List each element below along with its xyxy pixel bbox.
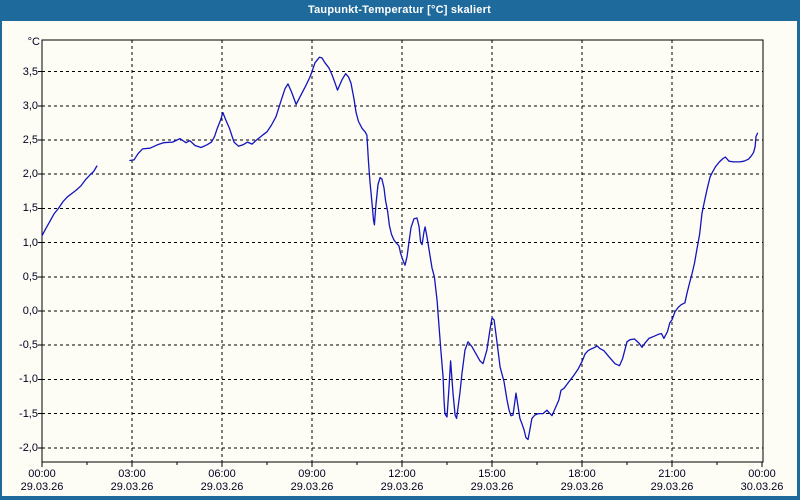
- series-line: [41, 165, 98, 237]
- x-tick-date-label: 29.03.26: [650, 481, 694, 493]
- x-tick-time-label: 21:00: [658, 468, 686, 480]
- y-tick-label: 2,0: [22, 168, 38, 181]
- x-tick-label: 09:00 29.03.26: [291, 468, 334, 494]
- x-tick-label: 00:00 29.03.26: [21, 468, 64, 494]
- x-tick-time-label: 18:00: [568, 468, 596, 480]
- x-tick-time-label: 09:00: [298, 468, 326, 480]
- x-tick-time-label: 03:00: [118, 468, 146, 480]
- x-tick-date-label: 29.03.26: [380, 481, 424, 493]
- y-tick-label: 0,0: [22, 305, 38, 317]
- x-tick-time-label: 00:00: [748, 468, 776, 480]
- y-tick-label: 3,5: [22, 65, 38, 78]
- x-tick-time-label: 06:00: [208, 468, 236, 480]
- series-line: [129, 56, 759, 441]
- y-axis-unit-label: °C: [27, 36, 40, 48]
- y-tick-label: -2,0: [19, 441, 38, 454]
- x-tick-date-label: 29.03.26: [560, 481, 604, 493]
- x-tick-date-label: 29.03.26: [470, 481, 514, 493]
- y-tick-label: 1,5: [22, 202, 38, 215]
- x-tick-label: 18:00 29.03.26: [561, 468, 604, 494]
- y-tick-label: -1,5: [19, 407, 38, 420]
- x-tick-label: 06:00 29.03.26: [201, 468, 244, 494]
- x-tick-label: 15:00 29.03.26: [471, 468, 514, 494]
- y-tick-label: 0,5: [22, 270, 38, 283]
- x-tick-date-label: 29.03.26: [110, 481, 154, 493]
- chart-title: Taupunkt-Temperatur [°C] skaliert: [2, 0, 797, 21]
- x-tick-label: 12:00 29.03.26: [381, 468, 424, 494]
- x-tick-time-label: 00:00: [28, 468, 56, 480]
- y-tick-label: -0,5: [19, 339, 38, 352]
- x-tick-time-label: 12:00: [388, 468, 416, 480]
- y-tick-label: -1,0: [19, 373, 38, 386]
- y-tick-label: 1,0: [22, 236, 38, 249]
- x-tick-date-label: 29.03.26: [290, 481, 334, 493]
- x-tick-label: 21:00 29.03.26: [651, 468, 694, 494]
- x-tick-date-label: 29.03.26: [200, 481, 244, 493]
- x-tick-date-label: 29.03.26: [20, 481, 64, 493]
- x-tick-label: 00:00 30.03.26: [741, 468, 784, 494]
- plot-border: [41, 39, 764, 463]
- x-tick-time-label: 15:00: [478, 468, 506, 480]
- y-tick-label: 3,0: [22, 99, 38, 112]
- y-tick-label: 2,5: [22, 134, 38, 146]
- x-tick-date-label: 30.03.26: [740, 481, 784, 493]
- x-tick-label: 03:00 29.03.26: [111, 468, 154, 494]
